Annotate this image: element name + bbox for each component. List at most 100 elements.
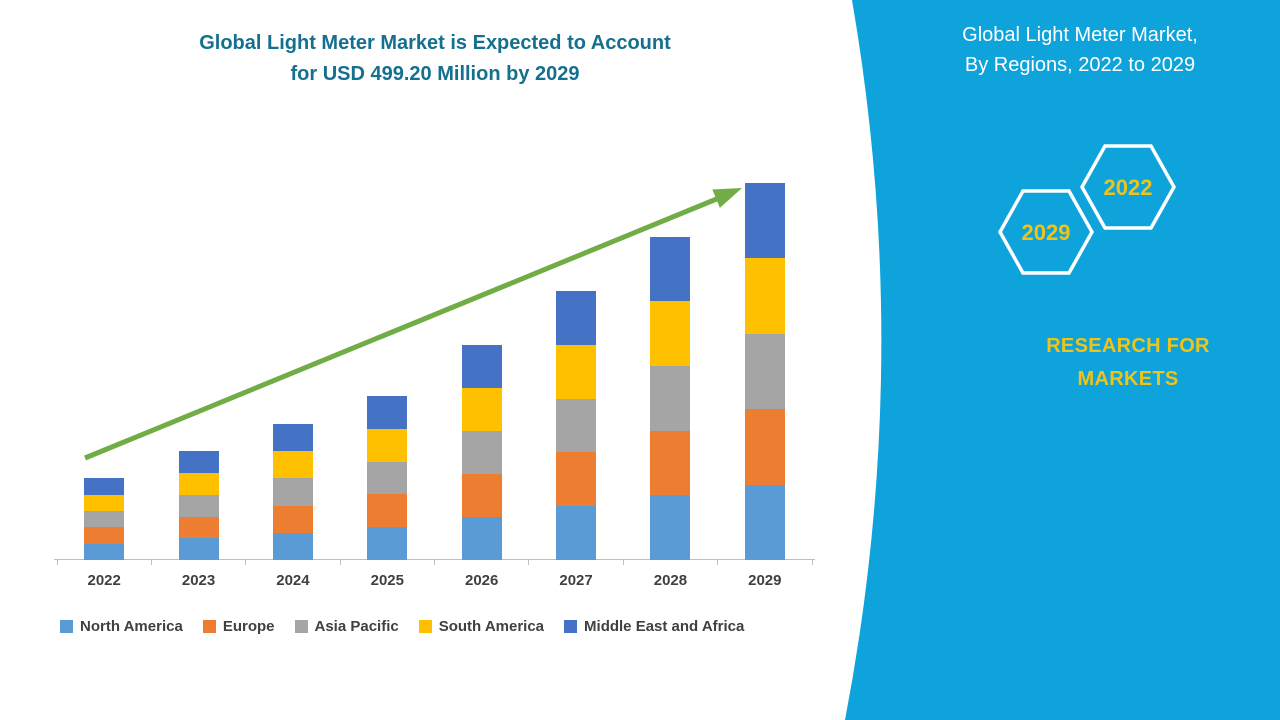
legend-item: North America [60,618,183,635]
side-panel-title-line2: By Regions, 2022 to 2029 [964,54,1196,76]
legend-item: Asia Pacific [294,618,399,635]
x-axis-label: 2028 [653,572,688,589]
bar-segment-europe [178,516,219,539]
x-axis-line [54,559,815,560]
bar-2022 [84,478,125,560]
brand-line2: MARKETS [1077,368,1179,390]
bar-segment-asia-pacific [84,511,125,528]
axis-tick [434,560,435,565]
legend-item: South America [418,618,545,635]
x-axis-label: 2026 [465,572,499,589]
x-axis-label: 2027 [559,572,593,589]
bar-segment-asia-pacific [272,478,313,506]
bar-segment-south-america [650,301,691,367]
bar-segment-europe [556,452,597,507]
bar-segment-south-america [272,451,313,479]
bar-segment-south-america [744,258,785,334]
legend-swatch [418,620,432,633]
bar-segment-north-america [650,495,691,560]
bar-segment-asia-pacific [650,366,691,431]
bar-2029 [744,183,785,560]
bar-segment-south-america [367,428,408,462]
brand-text: RESEARCH FOR MARKETS [978,330,1278,396]
hexagon-2029-label: 2029 [1022,220,1071,245]
hexagon-2029-outline [997,189,1095,275]
bar-segment-north-america [744,484,785,560]
legend-label: Asia Pacific [314,618,399,635]
side-panel-title: Global Light Meter Market, By Regions, 2… [915,20,1245,80]
x-axis-label: 2022 [87,572,121,589]
legend-swatch [294,620,308,633]
bar-segment-middle-east-and-africa [178,451,219,473]
bar-segment-south-america [84,494,125,512]
hexagon-badges [997,144,1177,275]
legend-label: Europe [222,618,275,635]
legend-swatch [202,620,216,633]
bar-segment-asia-pacific [744,333,785,410]
bar-2026 [461,344,502,560]
bar-segment-middle-east-and-africa [272,424,313,452]
bar-segment-asia-pacific [461,430,502,474]
bar-2028 [650,236,691,560]
chart-title: Global Light Meter Market is Expected to… [0,28,870,90]
axis-tick [56,560,58,565]
brand-line1: RESEARCH FOR [1046,335,1210,357]
plot-area: 2022 2023 2024 2025 2026 2027 2028 2029 [54,0,815,589]
bar-2023 [178,451,219,560]
legend-item: Middle East and Africa [564,618,744,635]
axis-tick [150,560,152,565]
side-panel-title-line1: Global Light Meter Market, [962,24,1198,46]
bar-segment-asia-pacific [178,494,219,517]
bar-segment-europe [461,473,502,517]
bar-segment-middle-east-and-africa [556,291,597,345]
bar-segment-north-america [556,506,597,560]
axis-tick [528,560,530,565]
hexagon-2022-outline [1079,144,1177,230]
axis-tick [245,560,247,565]
legend-label: Middle East and Africa [584,618,745,635]
axis-tick [622,560,624,565]
legend-swatch [564,620,578,633]
bar-segment-europe [272,505,313,533]
bar-segment-europe [84,527,125,544]
bar-segment-south-america [461,387,502,431]
bar-segment-europe [650,430,691,496]
hexagon-2022-label: 2022 [1104,175,1153,200]
bar-segment-north-america [178,538,219,560]
bar-segment-middle-east-and-africa [84,478,125,495]
x-axis-label: 2023 [181,572,216,589]
trend-arrow-line [84,195,720,461]
axis-tick [717,560,719,565]
bar-segment-north-america [367,527,408,560]
bar-segment-europe [367,494,408,528]
legend-item: Europe [202,618,275,635]
chart-title-line1: Global Light Meter Market is Expected to… [199,32,671,54]
bar-segment-north-america [84,543,125,560]
bar-segment-north-america [272,532,313,560]
bar-segment-middle-east-and-africa [367,396,408,429]
bar-2024 [272,424,313,560]
trend-arrow-head [712,188,742,208]
axis-tick [811,560,813,565]
x-axis-label: 2025 [370,572,404,589]
bar-segment-asia-pacific [556,398,597,453]
bar-segment-europe [744,409,785,485]
trend-arrow [84,188,742,461]
legend-label: South America [438,618,545,635]
bar-segment-north-america [461,516,502,560]
x-axis-label: 2029 [748,572,782,589]
axis-tick [339,560,341,565]
x-axis-label: 2024 [276,572,310,589]
legend-label: North America [80,618,183,635]
bar-segment-south-america [556,344,597,399]
legend: North America Europe Asia Pacific South Ame… [60,618,744,635]
legend-swatch [60,620,73,633]
bar-segment-asia-pacific [367,461,408,495]
chart-title-line2: for USD 499.20 Million by 2029 [290,63,580,85]
bar-segment-south-america [178,473,219,495]
bar-2027 [556,291,597,560]
bar-segment-middle-east-and-africa [650,236,691,302]
bar-segment-middle-east-and-africa [461,344,502,388]
bar-2025 [367,396,408,560]
